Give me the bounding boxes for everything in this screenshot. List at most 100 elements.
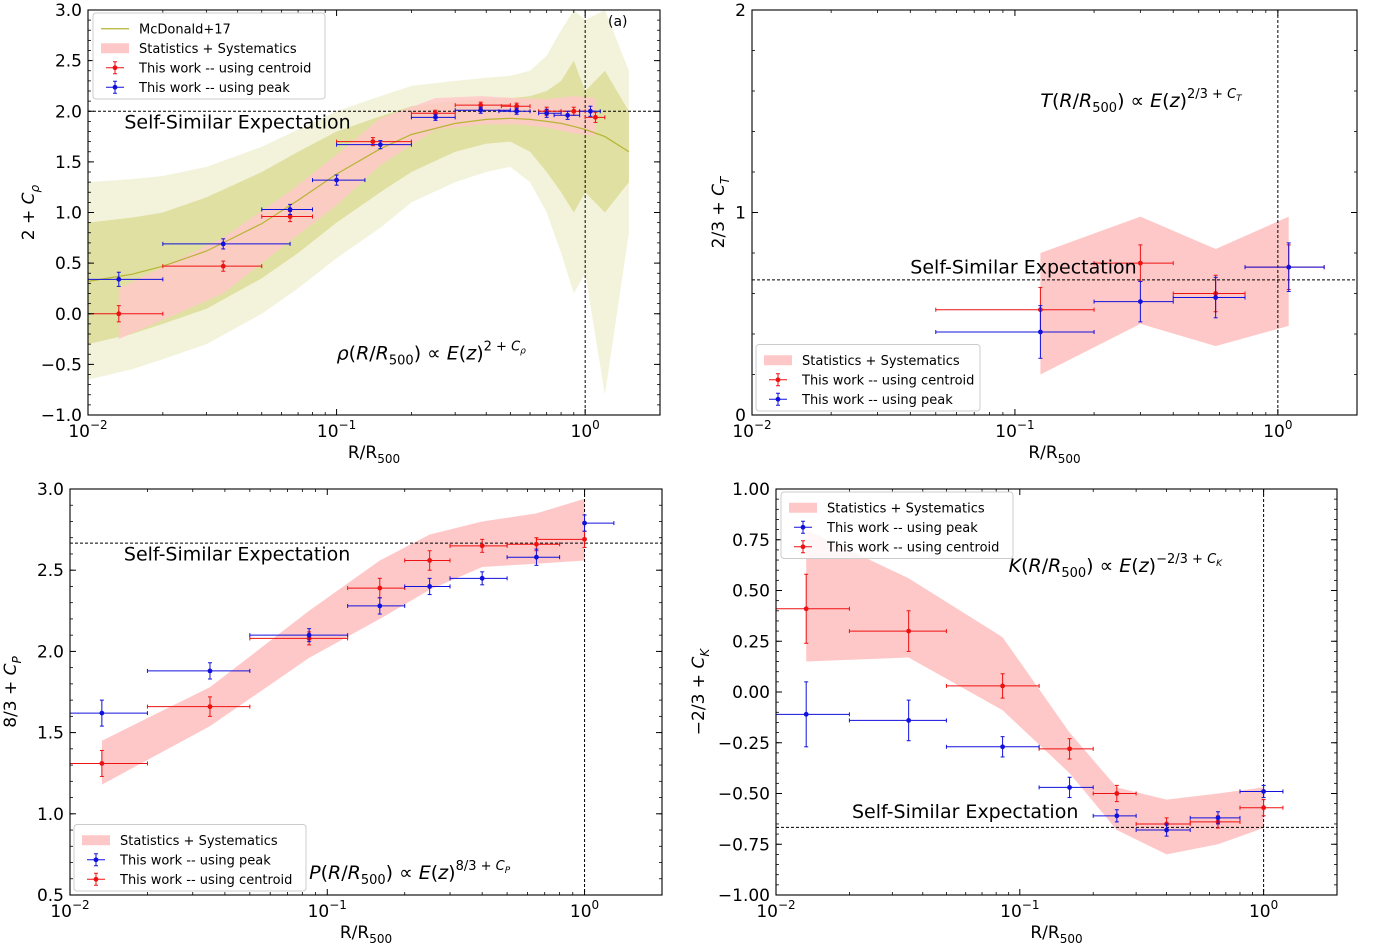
x-tick-label: 10−2 (732, 418, 771, 442)
peak-point (162, 238, 291, 250)
legend-label: This work -- using peak (801, 393, 953, 408)
panel-label: (a) (608, 14, 628, 30)
peak-point (1172, 276, 1246, 319)
y-tick-label: 2.0 (37, 642, 64, 662)
panel-3: 10−2 10−1 100 0.5 1.0 1.5 2.0 2.5 3.0 R/R500 8/3 +… (1, 480, 663, 946)
y-tick-label: 1.0 (37, 805, 64, 825)
x-axis-label: R/R500 (348, 443, 400, 466)
y-tick-label: 1.0 (55, 204, 82, 224)
y-tick-label: −0.75 (718, 835, 770, 855)
y-tick-label: 0.75 (732, 531, 770, 551)
x-tick-label: 10−2 (756, 898, 795, 922)
peak-point (404, 577, 451, 596)
y-tick-label: 0.5 (55, 254, 82, 274)
legend: Statistics + Systematics This work -- usi… (73, 824, 307, 892)
plot-area (70, 489, 662, 895)
statistics-systematics-band (806, 529, 1264, 855)
peak-point (582, 514, 615, 532)
peak-point (935, 305, 1095, 359)
legend: Statistics + Systematics This work -- usi… (780, 491, 1014, 559)
x-tick-label: 100 (1263, 418, 1292, 442)
centroid-point (848, 610, 947, 652)
panel-1: 10−2 10−1 100 −1.0 −0.5 0.0 0.5 1.0 1.5 2.0 2.5 3.0… (19, 1, 661, 466)
peak-point (506, 548, 561, 566)
centroid-point (584, 111, 606, 123)
legend-item: McDonald+17 (101, 22, 231, 37)
y-axis-label: 8/3 + CP (1, 655, 24, 727)
y-tick-label: 1.5 (37, 724, 64, 744)
legend-label: This work -- using peak (826, 521, 978, 536)
y-tick-label: 2.5 (55, 52, 82, 72)
y-tick-label: 1.5 (55, 153, 82, 173)
panel-2: 10−2 10−1 100 0 1 2 R/R500 2/3 + CT Self-Similar… (709, 1, 1358, 466)
legend-label: This work -- using centroid (801, 373, 974, 388)
x-axis-label: R/R500 (1030, 923, 1082, 946)
legend-item: This work -- using peak (769, 392, 953, 408)
statistics-systematics-band (118, 96, 596, 340)
self-similar-label: Self-Similar Expectation (124, 111, 350, 133)
peak-point (1093, 280, 1174, 323)
legend-label: Statistics + Systematics (139, 42, 297, 57)
peak-point (945, 736, 1040, 758)
x-axis-label: R/R500 (340, 923, 392, 946)
legend-label: McDonald+17 (139, 22, 231, 37)
y-tick-label: −1.0 (41, 406, 82, 426)
legend: McDonald+17 Statistics + Systematics This … (92, 12, 326, 100)
centroid-point (945, 673, 1040, 699)
y-tick-label: 0.5 (37, 886, 64, 906)
x-tick-label: 10−1 (308, 898, 347, 922)
y-tick-label: 1 (735, 204, 746, 224)
plot-area (752, 10, 1357, 415)
peak-point (311, 174, 366, 186)
legend-label: This work -- using peak (119, 853, 271, 868)
relation-annotation: T(R/R500) ∝ E(z)2/3 + CT (1040, 87, 1243, 116)
x-tick-label: 10−1 (995, 418, 1034, 442)
centroid-point (776, 573, 850, 644)
y-tick-label: 1.00 (732, 480, 770, 500)
centroid-point (404, 550, 451, 571)
centroid-point (162, 260, 263, 272)
axes-frame (69, 488, 663, 896)
y-tick-label: 0.00 (732, 683, 770, 703)
legend-item: This work -- using peak (794, 520, 978, 536)
peak-point (553, 110, 581, 120)
centroid-point (506, 537, 561, 552)
legend-label: Statistics + Systematics (802, 354, 960, 369)
x-tick-label: 100 (570, 898, 599, 922)
peak-point (1244, 242, 1325, 292)
y-tick-label: 0 (735, 406, 746, 426)
statistics-systematics-band (101, 498, 585, 785)
peak-point (347, 597, 406, 615)
x-tick-label: 10−1 (1000, 898, 1039, 922)
self-similar-label: Self-Similar Expectation (852, 801, 1078, 823)
mcdonald-line (88, 117, 630, 282)
legend-label: Statistics + Systematics (120, 834, 278, 849)
relation-annotation: P(R/R500) ∝ E(z)8/3 + CP (309, 859, 511, 888)
x-axis-label: R/R500 (1028, 443, 1080, 466)
y-tick-label: −0.5 (41, 355, 82, 375)
peak-point (1239, 784, 1284, 799)
legend-item: Statistics + Systematics (789, 501, 985, 516)
y-tick-label: 3.0 (37, 480, 64, 500)
centroid-point (1038, 738, 1094, 760)
legend-item: This work -- using centroid (769, 373, 974, 388)
peak-point (261, 203, 313, 216)
legend-item: This work -- using centroid (794, 540, 999, 555)
y-tick-label: −0.25 (718, 734, 770, 754)
legend-label: This work -- using centroid (119, 873, 292, 888)
legend-label: This work -- using centroid (138, 61, 311, 76)
legend-label: This work -- using centroid (826, 540, 999, 555)
legend-item: This work -- using centroid (87, 872, 292, 888)
legend-label: Statistics + Systematics (827, 501, 985, 516)
centroid-point (500, 102, 531, 110)
self-similar-label: Self-Similar Expectation (910, 256, 1136, 278)
centroid-point (1092, 784, 1137, 803)
peak-point (1135, 823, 1191, 837)
y-tick-label: 2 (735, 1, 746, 21)
peak-point (538, 108, 562, 118)
x-tick-label: 100 (1249, 898, 1278, 922)
centroid-point (70, 749, 148, 777)
y-tick-label: 3.0 (55, 1, 82, 21)
peak-point (498, 107, 531, 115)
peak-point (449, 571, 508, 586)
